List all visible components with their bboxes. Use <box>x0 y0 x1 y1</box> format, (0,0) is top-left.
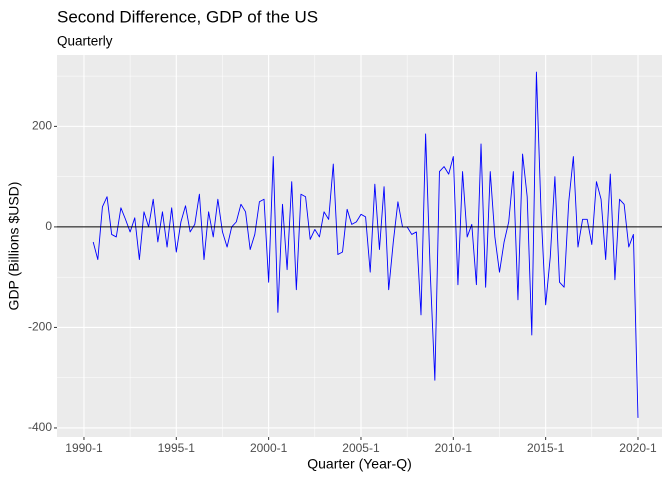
x-tick-label: 2020-1 <box>619 441 657 455</box>
x-tick-label: 1995-1 <box>158 441 196 455</box>
chart-subtitle: Quarterly <box>57 34 113 49</box>
y-tick-label: -400 <box>28 420 52 434</box>
plot-panel <box>57 55 662 437</box>
x-tick-label: 2015-1 <box>527 441 565 455</box>
data-line <box>92 71 639 418</box>
x-tick-label: 2005-1 <box>342 441 380 455</box>
x-tick-label: 1990-1 <box>65 441 103 455</box>
y-tick-label: -200 <box>28 320 52 334</box>
x-tick-label: 2000-1 <box>250 441 288 455</box>
y-tick-label: 200 <box>32 119 52 133</box>
y-axis-label: GDP (Billions $USD) <box>6 182 22 311</box>
y-tick-label: 0 <box>45 219 52 233</box>
x-axis-label: Quarter (Year-Q) <box>307 456 412 472</box>
x-tick-label: 2010-1 <box>435 441 473 455</box>
chart-title: Second Difference, GDP of the US <box>57 7 318 26</box>
marks <box>57 71 662 418</box>
